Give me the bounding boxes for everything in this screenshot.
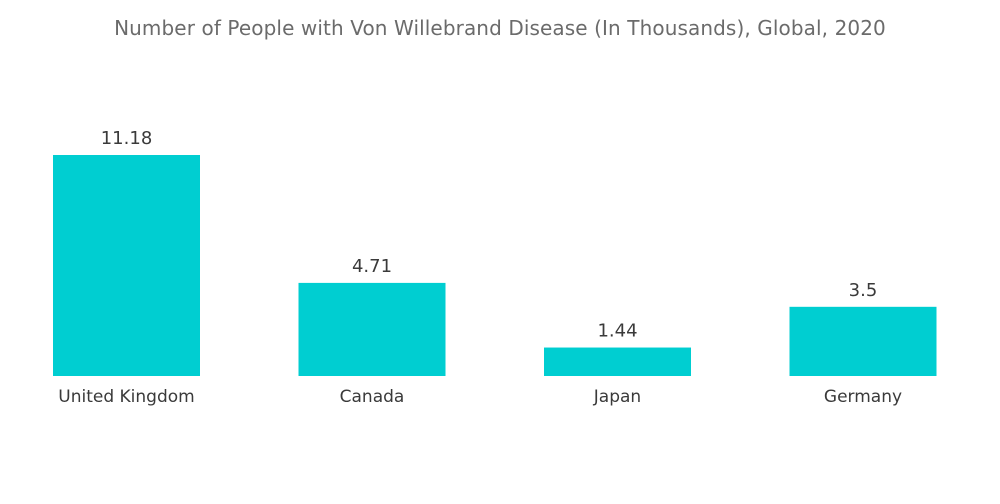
data-label: 4.71 — [352, 256, 392, 277]
bar-united-kingdom — [53, 155, 200, 376]
category-label: Japan — [593, 387, 641, 407]
data-label: 3.5 — [849, 280, 878, 301]
data-label: 1.44 — [597, 321, 637, 342]
category-label: Germany — [824, 387, 902, 407]
category-label: Canada — [340, 387, 405, 407]
category-label: United Kingdom — [58, 387, 194, 407]
bar-canada — [298, 282, 446, 376]
bar-japan — [544, 347, 691, 376]
bar-germany — [789, 306, 937, 376]
data-label: 11.18 — [101, 128, 153, 149]
chart-title: Number of People with Von Willebrand Dis… — [114, 16, 886, 40]
